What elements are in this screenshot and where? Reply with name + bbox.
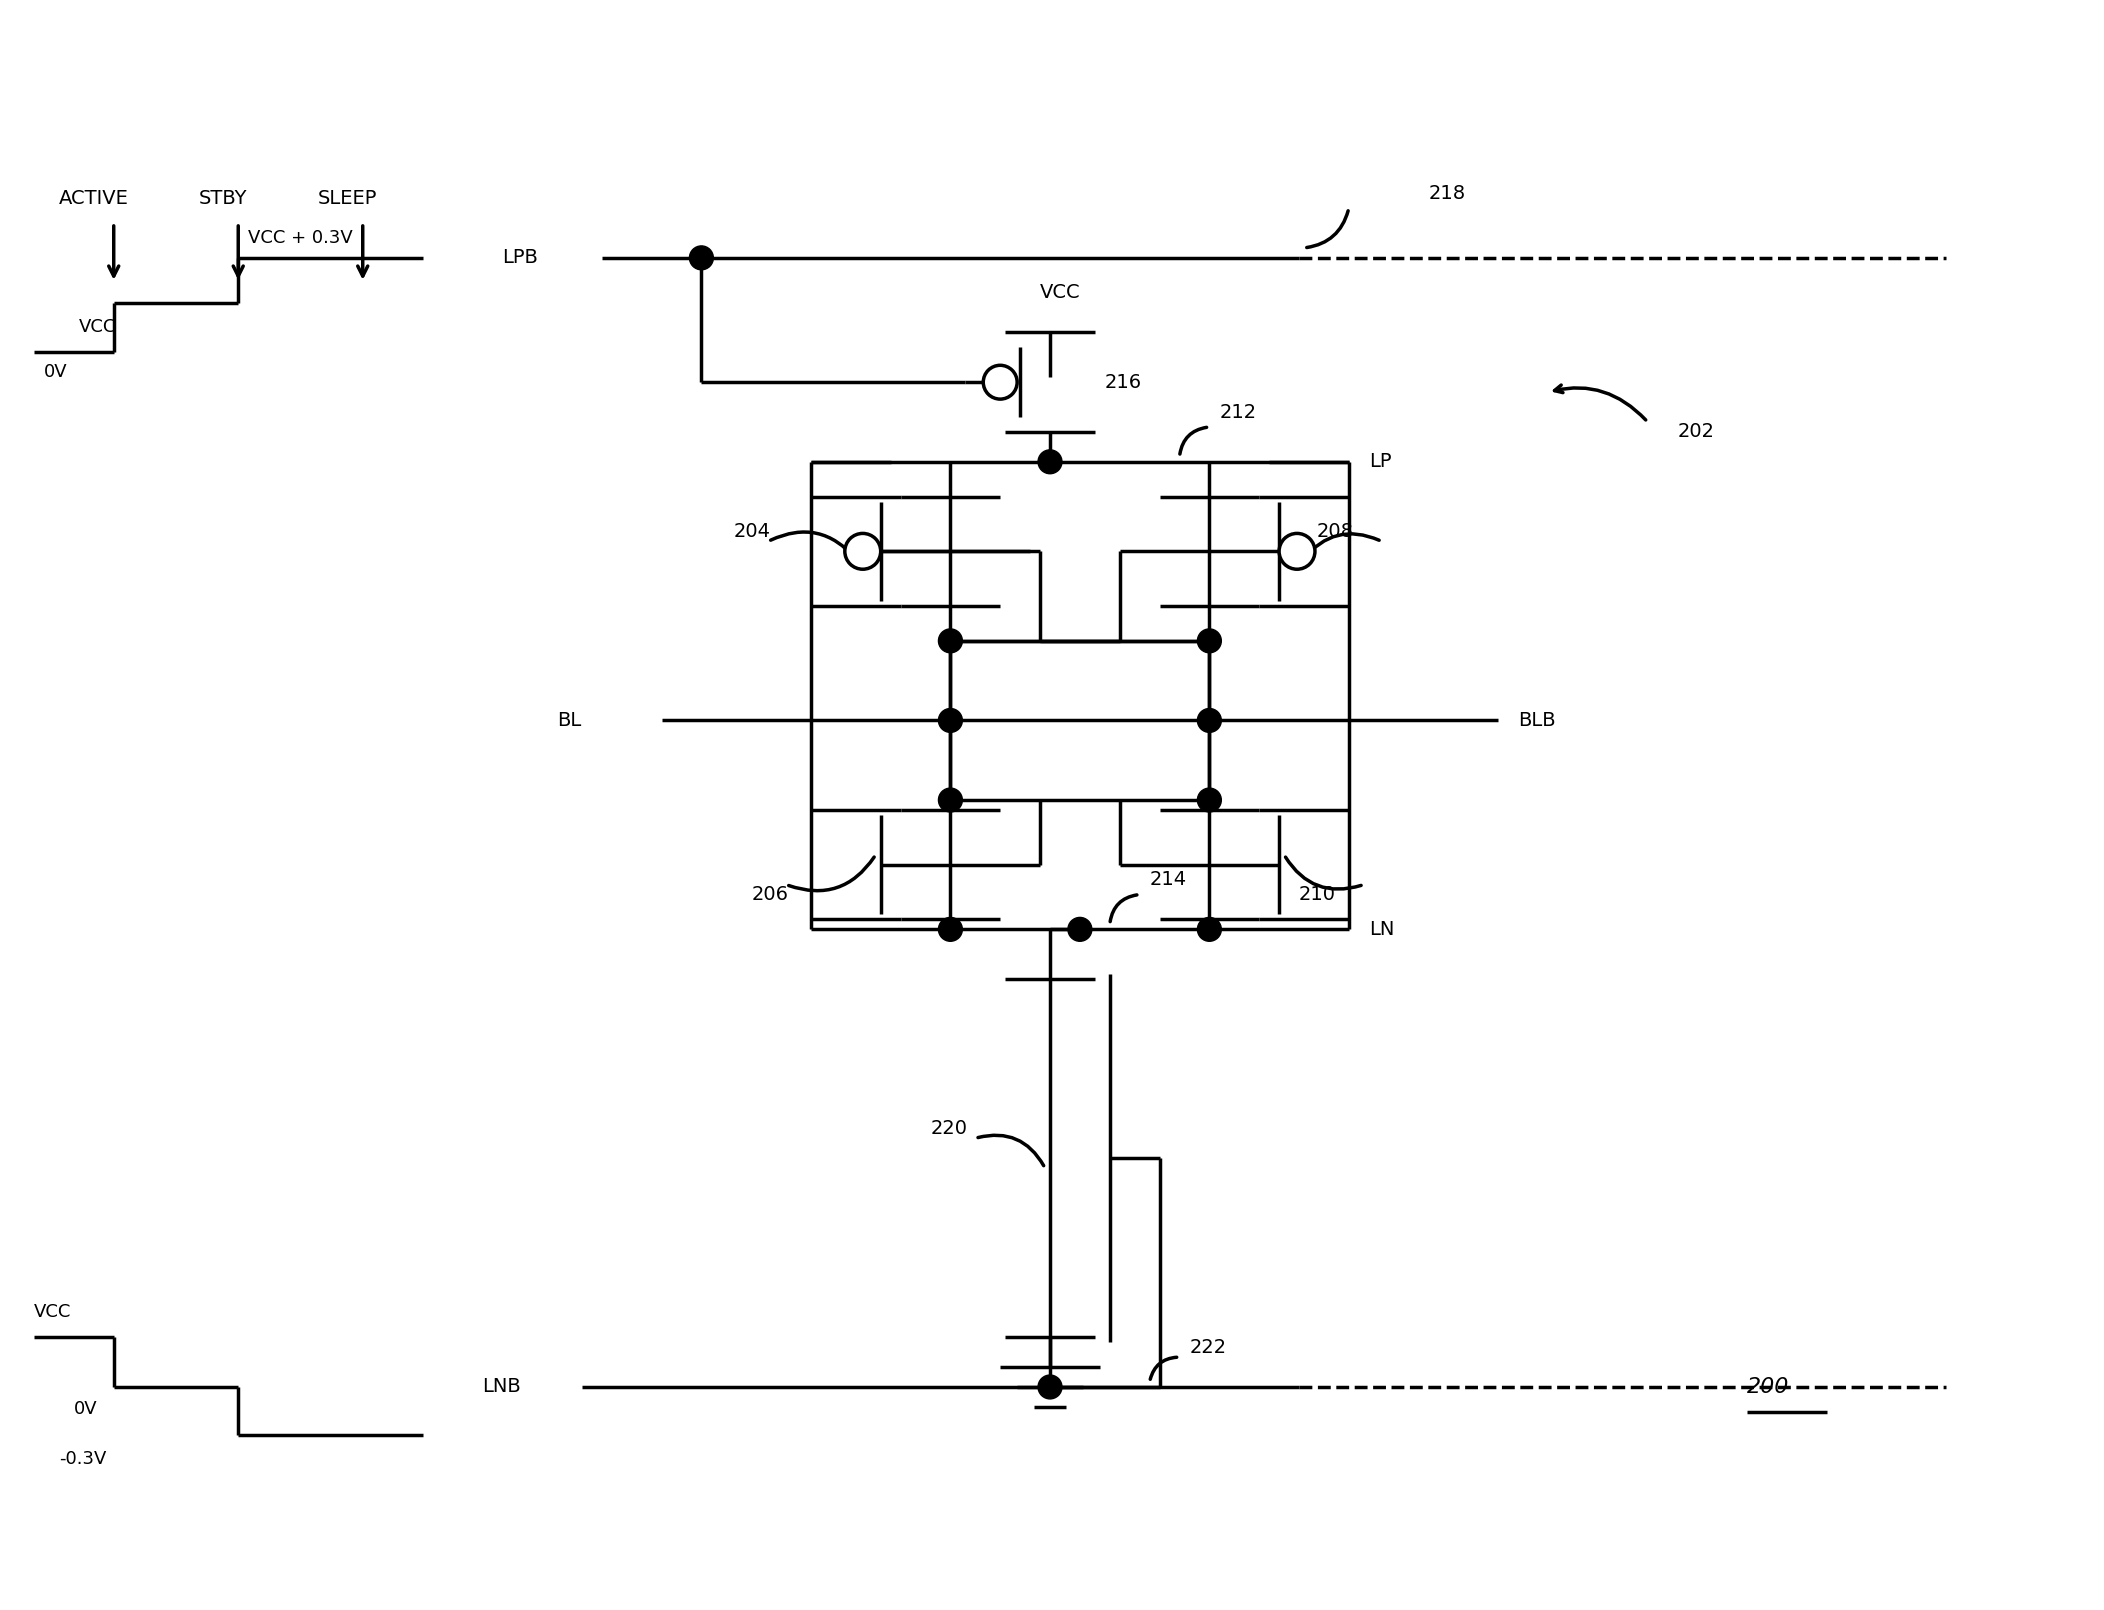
Text: LN: LN	[1370, 919, 1395, 939]
Text: STBY: STBY	[198, 188, 246, 208]
Text: 206: 206	[751, 886, 789, 905]
Text: 200: 200	[1746, 1377, 1791, 1397]
Text: LNB: LNB	[482, 1378, 522, 1396]
Text: -0.3V: -0.3V	[59, 1449, 107, 1468]
Text: SLEEP: SLEEP	[318, 188, 377, 208]
Text: 208: 208	[1317, 522, 1355, 541]
Text: BLB: BLB	[1519, 712, 1555, 729]
Circle shape	[846, 533, 882, 570]
Text: BL: BL	[558, 712, 583, 729]
Circle shape	[1197, 630, 1220, 652]
Text: VCC: VCC	[78, 319, 116, 336]
FancyArrowPatch shape	[1304, 535, 1378, 559]
Circle shape	[1279, 533, 1315, 570]
Text: 0V: 0V	[44, 364, 67, 382]
Text: VCC + 0.3V: VCC + 0.3V	[248, 229, 353, 246]
Text: ACTIVE: ACTIVE	[59, 188, 128, 208]
Text: 210: 210	[1298, 886, 1336, 905]
Circle shape	[938, 918, 962, 942]
Circle shape	[938, 787, 962, 811]
Circle shape	[1037, 449, 1063, 473]
Text: 214: 214	[1149, 869, 1187, 889]
Circle shape	[938, 708, 962, 733]
FancyArrowPatch shape	[1307, 211, 1349, 248]
Circle shape	[690, 246, 713, 270]
FancyArrowPatch shape	[1111, 895, 1136, 921]
Text: 204: 204	[734, 522, 770, 541]
Circle shape	[1197, 787, 1220, 811]
Circle shape	[1037, 1375, 1063, 1399]
Text: VCC: VCC	[34, 1304, 72, 1322]
Text: 212: 212	[1220, 402, 1256, 422]
FancyArrowPatch shape	[789, 857, 873, 890]
Circle shape	[938, 630, 962, 652]
Text: LP: LP	[1370, 452, 1391, 472]
Circle shape	[1069, 918, 1092, 942]
FancyArrowPatch shape	[1286, 857, 1361, 889]
Text: 0V: 0V	[74, 1399, 97, 1418]
Text: 202: 202	[1677, 422, 1715, 441]
Circle shape	[1197, 708, 1220, 733]
Text: 216: 216	[1105, 372, 1142, 391]
Text: LPB: LPB	[503, 248, 539, 267]
Text: VCC: VCC	[1039, 283, 1081, 303]
FancyArrowPatch shape	[1180, 427, 1206, 454]
FancyArrowPatch shape	[1151, 1357, 1176, 1380]
Circle shape	[983, 365, 1016, 399]
FancyArrowPatch shape	[978, 1135, 1044, 1166]
Text: 218: 218	[1429, 184, 1466, 203]
FancyArrowPatch shape	[1555, 385, 1645, 420]
FancyArrowPatch shape	[770, 531, 856, 559]
Text: 222: 222	[1189, 1338, 1227, 1357]
Circle shape	[1197, 918, 1220, 942]
Text: 220: 220	[930, 1119, 968, 1138]
